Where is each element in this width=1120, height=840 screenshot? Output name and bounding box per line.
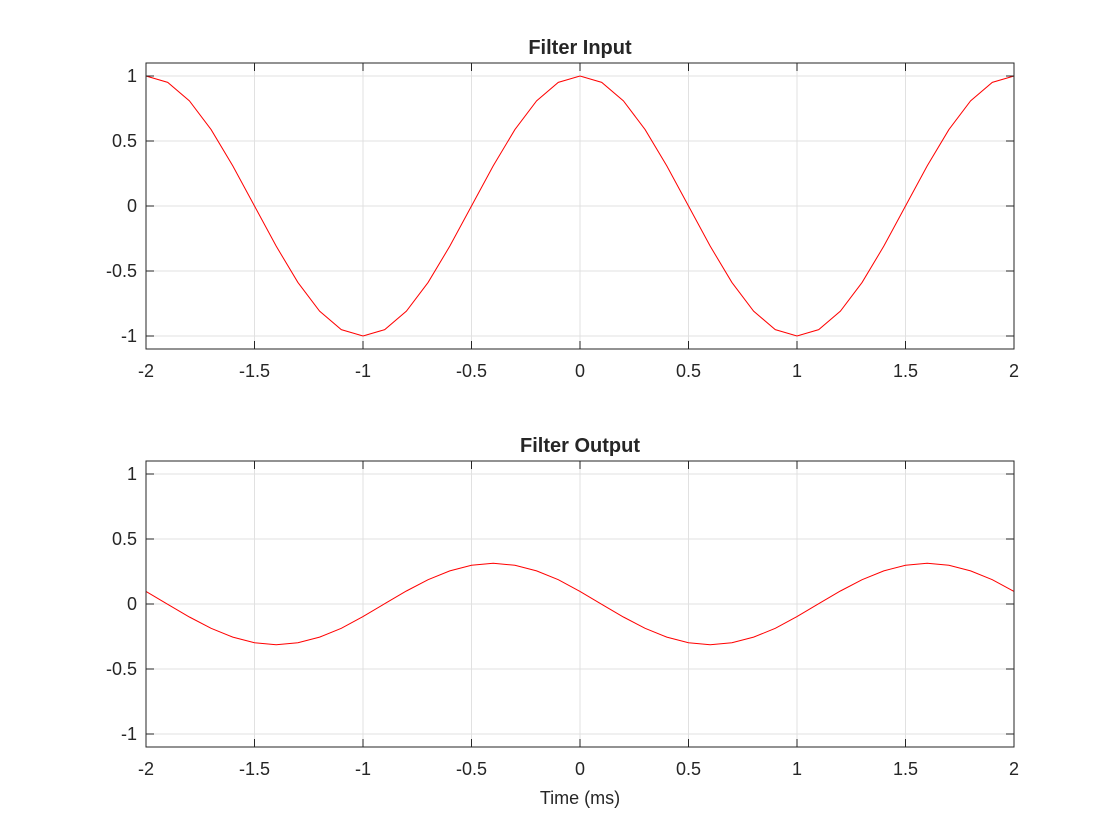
series-line — [145, 562, 1015, 646]
y-tick-label: 0.5 — [112, 529, 137, 549]
chart-title: Filter Output — [520, 435, 640, 457]
x-tick-label: 0.5 — [676, 759, 701, 779]
x-tick-label: 2 — [1009, 361, 1019, 381]
x-tick-label: -0.5 — [456, 759, 487, 779]
x-tick-label: 1.5 — [893, 759, 918, 779]
x-tick-label: -1.5 — [239, 361, 270, 381]
x-axis-label: Time (ms) — [540, 788, 620, 808]
x-tick-label: 0 — [575, 759, 585, 779]
filter-output-plot: -2 -1.5 -1 -0.5 0 0.5 1 1.5 2 1 0.5 0 -0.5 -1 Filter O… — [106, 435, 1019, 808]
x-tick-label: -1 — [355, 759, 371, 779]
y-tick-label: -0.5 — [106, 659, 137, 679]
y-tick-label: 1 — [127, 464, 137, 484]
y-tick-label: 0 — [127, 594, 137, 614]
y-tick-label: 0.5 — [112, 131, 137, 151]
y-tick-label: 0 — [127, 196, 137, 216]
x-tick-label: 1 — [792, 361, 802, 381]
chart-title: Filter Input — [528, 37, 632, 59]
x-tick-label: 1 — [792, 759, 802, 779]
x-tick-label: -2 — [138, 361, 154, 381]
x-tick-label: 2 — [1009, 759, 1019, 779]
x-tick-label: -1 — [355, 361, 371, 381]
y-tick-label: -1 — [121, 326, 137, 346]
series-line — [145, 75, 1015, 337]
x-tick-label: -0.5 — [456, 361, 487, 381]
y-tick-label: -1 — [121, 724, 137, 744]
x-tick-label: -1.5 — [239, 759, 270, 779]
filter-input-plot: -2 -1.5 -1 -0.5 0 0.5 1 1.5 2 1 0.5 0 -0.5 -1 Filter I… — [106, 37, 1019, 381]
y-tick-label: 1 — [127, 66, 137, 86]
x-tick-label: -2 — [138, 759, 154, 779]
y-tick-label: -0.5 — [106, 261, 137, 281]
x-tick-label: 0 — [575, 361, 585, 381]
x-tick-label: 1.5 — [893, 361, 918, 381]
x-tick-label: 0.5 — [676, 361, 701, 381]
